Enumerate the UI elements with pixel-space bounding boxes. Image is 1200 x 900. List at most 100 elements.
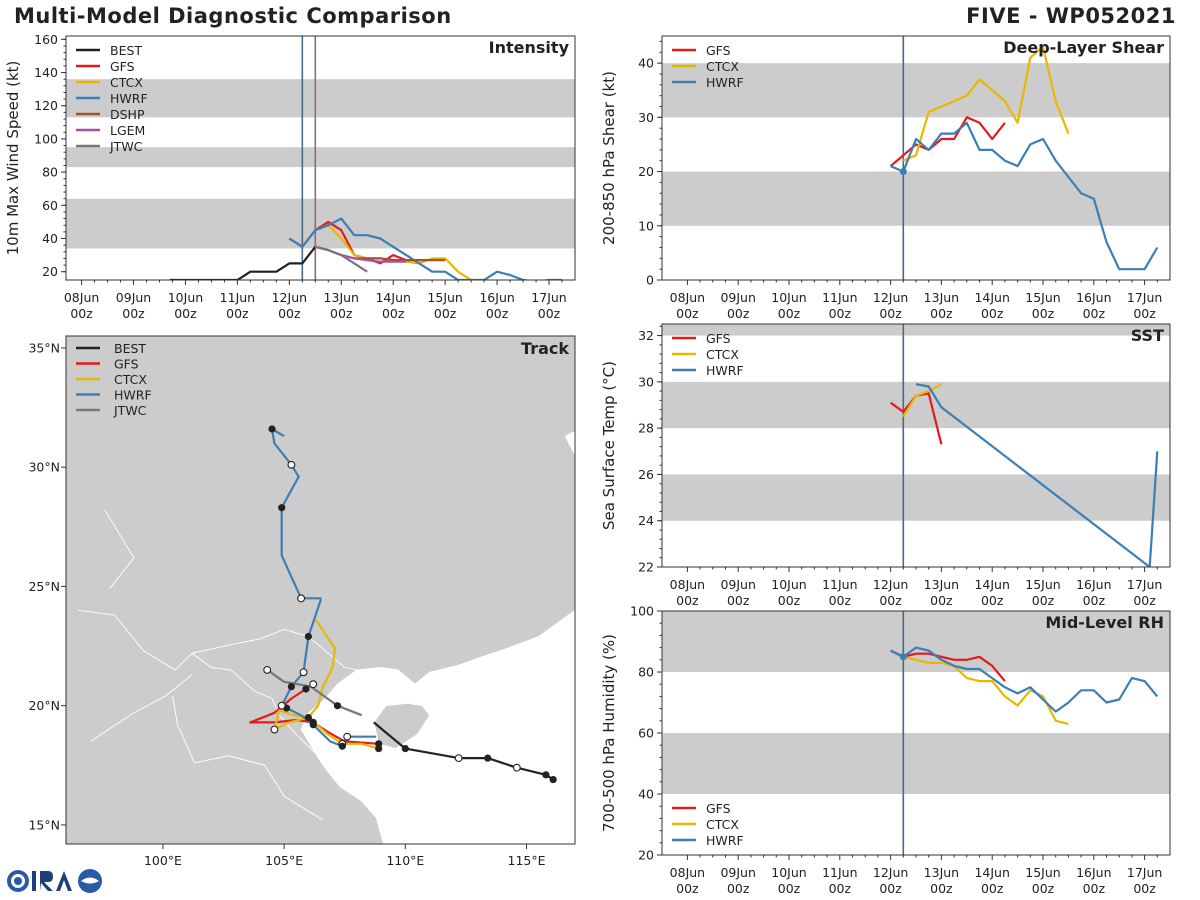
- x-tick-day: 15Jun: [427, 290, 462, 305]
- track-point-gfs: [309, 680, 318, 689]
- track-point-best: [454, 754, 463, 763]
- x-tick-day: 15Jun: [1025, 577, 1060, 592]
- x-tick-day: 13Jun: [924, 577, 959, 592]
- track-gfs: [249, 683, 379, 745]
- panel-title: SST: [1131, 326, 1164, 345]
- plot-frame: [65, 35, 576, 281]
- legend-label-gfs: GFS: [114, 357, 139, 372]
- lat-tick-label: 30°N: [28, 460, 60, 475]
- series-jtwc: [315, 245, 368, 273]
- x-tick-day: 14Jun: [974, 290, 1009, 305]
- panel-title: Mid-Level RH: [1045, 613, 1164, 632]
- series-hwrf: [890, 646, 1159, 713]
- x-tick-hour: 00z: [778, 306, 801, 321]
- y-tick-label: 100: [34, 131, 58, 146]
- panel-intensity: 2040608010012014016008Jun00z09Jun00z10Ju…: [4, 32, 576, 321]
- y-tick-label: 60: [638, 726, 654, 741]
- track-point-ctcx: [270, 725, 279, 734]
- x-tick-hour: 00z: [676, 593, 699, 608]
- x-tick-hour: 00z: [879, 593, 902, 608]
- lon-tick-label: 110°E: [386, 853, 424, 868]
- x-tick-day: 17Jun: [1127, 290, 1162, 305]
- country-border: [172, 696, 324, 821]
- hainan-island: [373, 702, 431, 750]
- y-tick-label: 20: [42, 264, 58, 279]
- y-tick-label: 40: [638, 787, 654, 802]
- track-point-ctcx: [304, 713, 312, 722]
- x-tick-day: 14Jun: [974, 865, 1009, 880]
- panel-rh: 2040608010008Jun00z09Jun00z10Jun00z11Jun…: [600, 604, 1171, 896]
- legend-label-hwrf: HWRF: [110, 91, 148, 106]
- y-tick-label: 22: [638, 560, 654, 575]
- lat-tick-label: 25°N: [28, 579, 60, 594]
- y-tick-label: 30: [638, 110, 654, 125]
- y-axis-label: 10m Max Wind Speed (kt): [4, 61, 22, 256]
- legend-label-best: BEST: [110, 43, 142, 58]
- legend-label-hwrf: HWRF: [114, 388, 152, 403]
- x-tick-hour: 00z: [778, 881, 801, 896]
- x-tick-day: 10Jun: [771, 865, 806, 880]
- series-gfs: [890, 649, 1006, 682]
- x-tick-day: 13Jun: [924, 865, 959, 880]
- legend-label-lgem: LGEM: [110, 123, 145, 138]
- x-tick-day: 08Jun: [670, 865, 705, 880]
- track-point-best: [512, 763, 521, 772]
- x-tick-day: 14Jun: [375, 290, 410, 305]
- legend-label-jtwc: JTWC: [113, 403, 147, 418]
- x-tick-hour: 00z: [1032, 593, 1055, 608]
- track-point-hwrf: [287, 682, 296, 691]
- panel-track: 100°E 105°E 110°E 115°E 15°N 20°N 25°N 30°N 35°N…: [28, 335, 576, 868]
- y-axis-label: 700-500 hPa Humidity (%): [600, 634, 618, 832]
- x-tick-day: 10Jun: [168, 290, 203, 305]
- x-tick-day: 09Jun: [720, 577, 755, 592]
- legend-label-ctcx: CTCX: [706, 59, 739, 74]
- series-ctcx: [902, 383, 942, 418]
- x-tick-day: 08Jun: [670, 290, 705, 305]
- track-point-jtwc: [333, 702, 342, 710]
- track-point-hwrf: [278, 504, 286, 512]
- x-tick-hour: 00z: [174, 306, 197, 321]
- x-tick-day: 12Jun: [272, 290, 307, 305]
- country-border: [89, 674, 193, 742]
- lat-tick-label: 20°N: [28, 698, 60, 713]
- x-tick-hour: 00z: [1032, 881, 1055, 896]
- x-tick-hour: 00z: [1083, 881, 1106, 896]
- y-tick-label: 160: [34, 32, 58, 47]
- panel-title: Intensity: [489, 38, 570, 57]
- y-tick-label: 120: [34, 98, 58, 113]
- y-tick-label: 28: [638, 421, 654, 436]
- x-tick-hour: 00z: [1032, 306, 1055, 321]
- track-point-best: [542, 771, 550, 779]
- x-tick-hour: 00z: [434, 306, 457, 321]
- legend-label-gfs: GFS: [706, 801, 731, 816]
- x-tick-day: 11Jun: [220, 290, 255, 305]
- plot-area: [662, 36, 1170, 280]
- shade-band: [662, 381, 1170, 429]
- country-border: [78, 609, 236, 671]
- x-tick-day: 15Jun: [1025, 290, 1060, 305]
- track-point-hwrf: [299, 668, 308, 677]
- series-hwrf: [890, 121, 1159, 271]
- x-tick-day: 17Jun: [531, 290, 566, 305]
- x-tick-day: 16Jun: [1076, 865, 1111, 880]
- shade-band: [66, 198, 575, 249]
- x-tick-hour: 00z: [981, 306, 1004, 321]
- x-tick-day: 10Jun: [771, 577, 806, 592]
- x-tick-day: 09Jun: [720, 865, 755, 880]
- x-tick-hour: 00z: [538, 306, 561, 321]
- x-tick-day: 12Jun: [873, 290, 908, 305]
- y-tick-label: 0: [646, 273, 654, 288]
- map-area: [66, 336, 575, 844]
- y-tick-label: 60: [42, 198, 58, 213]
- x-tick-hour: 00z: [1083, 593, 1106, 608]
- series-best: [169, 246, 317, 280]
- plot-area: [662, 611, 1170, 855]
- y-tick-label: 20: [638, 164, 654, 179]
- panel-shear: 01020304008Jun00z09Jun00z10Jun00z11Jun00…: [600, 35, 1171, 321]
- cira-logo: [7, 869, 102, 893]
- country-border: [191, 652, 316, 754]
- track-point-hwrf: [287, 460, 296, 469]
- x-tick-day: 14Jun: [974, 577, 1009, 592]
- x-tick-day: 12Jun: [873, 577, 908, 592]
